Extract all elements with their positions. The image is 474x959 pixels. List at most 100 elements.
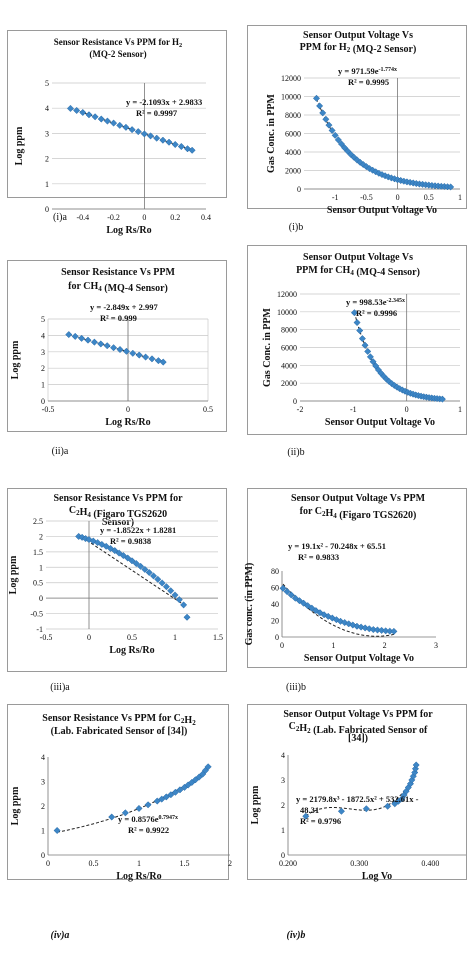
data-point — [362, 805, 370, 813]
y-tick-label: 12000 — [281, 74, 301, 83]
y-tick-label: 1 — [41, 381, 45, 390]
data-point — [110, 344, 118, 352]
data-point — [328, 126, 336, 135]
title-text: for C — [300, 506, 322, 517]
chart-title-line: for CH4 (MQ-4 Sensor) — [68, 281, 168, 294]
trendline-equation: y = 998.53e-2.345x — [346, 297, 405, 307]
chart-panel-c6: Sensor Output Voltage Vs PPM for C2H4 (Fi… — [244, 488, 467, 668]
equation-text: y = -1.8522x + 1.8281 — [100, 525, 176, 535]
data-point — [302, 812, 310, 820]
data-point — [78, 334, 86, 342]
x-tick-label: 0.5 — [203, 405, 213, 414]
chart-title-line: C2H4 (Figaro TGS2620 — [69, 505, 167, 520]
x-tick-label: 0.400 — [421, 859, 439, 868]
data-point — [308, 604, 316, 612]
x-axis-label: Sensor Output Voltage Vo — [304, 653, 414, 664]
equation-text: y = -2.1093x + 2.9833 — [126, 97, 202, 107]
x-tick-label: 0 — [87, 633, 91, 642]
trendline — [78, 534, 188, 608]
r-squared: R² = 0.9833 — [298, 552, 339, 562]
data-point — [165, 138, 173, 146]
x-tick-label: -1 — [332, 193, 339, 202]
title-text: Sensor Output Voltage Vs PPM — [291, 493, 426, 504]
data-point — [98, 540, 106, 549]
y-axis-label: Gas conc. (in PPM) — [244, 563, 255, 646]
x-tick-label: 1 — [458, 405, 462, 414]
data-point — [102, 542, 110, 550]
data-point — [85, 535, 93, 544]
y-tick-label: 10000 — [281, 93, 301, 102]
data-point — [283, 588, 291, 596]
r-squared: R² = 0.9995 — [348, 77, 389, 87]
title-text: (Lab. Fabricated Sensor of — [311, 725, 428, 736]
x-tick-label: 0.5 — [127, 633, 137, 642]
y-tick-label: -1 — [36, 625, 43, 634]
data-point — [350, 309, 358, 317]
x-tick-label: -0.5 — [42, 405, 55, 414]
data-point — [129, 349, 137, 357]
x-tick-label: 2 — [383, 641, 387, 650]
y-tick-label: 2 — [41, 802, 45, 811]
data-point — [390, 627, 398, 635]
data-point — [366, 353, 374, 361]
data-point — [361, 341, 369, 349]
chart-title-line: Sensor) — [102, 517, 134, 528]
y-tick-label: 1 — [39, 563, 43, 572]
equation-text: y = -2.849x + 2.997 — [90, 302, 159, 312]
title-subscript: 2 — [296, 725, 300, 733]
trendline-equation: y = 2179.8x³ - 1872.5x² + 532.61x - — [296, 794, 419, 804]
trendline-equation: y = 971.59e-1.774x — [338, 66, 397, 76]
y-tick-label: 4000 — [281, 361, 297, 370]
x-axis-label: Sensor Output Voltage Vo — [327, 205, 437, 216]
trendline-equation-cont: 48.31 — [300, 805, 319, 815]
data-point — [141, 565, 149, 573]
y-axis-label: Log ppm — [10, 786, 21, 825]
r-squared: R² = 0.999 — [100, 313, 137, 323]
data-point — [106, 544, 115, 553]
title-text: (MQ-4 Sensor) — [102, 283, 168, 294]
equation-text: y = 19.1x² - 70.248x + 65.51 — [288, 541, 386, 551]
x-axis-label: Log Rs/Ro — [106, 225, 151, 236]
equation-text: y = 998.53e — [346, 297, 387, 307]
title-text: C — [69, 505, 76, 516]
data-point — [159, 136, 167, 144]
data-point — [331, 131, 339, 139]
chart-svg: Sensor Output Voltage Vs PPM for C2H4 (Fi… — [244, 493, 438, 664]
data-point — [73, 106, 81, 115]
y-tick-label: 0 — [41, 397, 45, 406]
data-point — [365, 165, 374, 173]
x-tick-label: 0.4 — [201, 213, 211, 222]
data-point — [188, 146, 196, 154]
trendline — [305, 772, 417, 817]
data-point — [66, 104, 75, 113]
data-point — [90, 338, 98, 346]
x-tick-label: 1 — [137, 859, 141, 868]
data-point — [171, 591, 179, 599]
y-tick-label: 0 — [39, 594, 43, 603]
data-point — [337, 807, 345, 815]
chart-title-line: PPM for H2 (MQ-2 Sensor) — [300, 42, 417, 55]
y-tick-label: 1 — [41, 827, 45, 836]
data-point — [148, 355, 156, 363]
data-point — [71, 332, 79, 340]
x-axis-label: Log Rs/Ro — [105, 417, 150, 428]
data-point — [116, 121, 124, 129]
data-point — [128, 557, 136, 565]
data-point — [324, 612, 332, 620]
chart-title-line: (Lab. Fabricated Sensor of [34]) — [51, 726, 188, 737]
y-tick-label: 3 — [41, 778, 45, 787]
data-point — [175, 596, 183, 604]
y-tick-label: 0 — [45, 205, 49, 214]
chart-title-line: for C2H4 (Figaro TGS2620) — [300, 506, 417, 521]
data-point — [128, 126, 136, 134]
title-text: C — [289, 721, 296, 732]
trendline-equation: y = -2.1093x + 2.9833 — [126, 97, 202, 107]
data-point — [158, 795, 166, 803]
data-point — [411, 765, 420, 773]
data-point — [369, 166, 377, 174]
figure-caption: (iv)a — [50, 930, 70, 941]
chart-title-line: (MQ-2 Sensor) — [89, 49, 146, 59]
trendline-equation: y = -2.849x + 2.997 — [90, 302, 159, 312]
